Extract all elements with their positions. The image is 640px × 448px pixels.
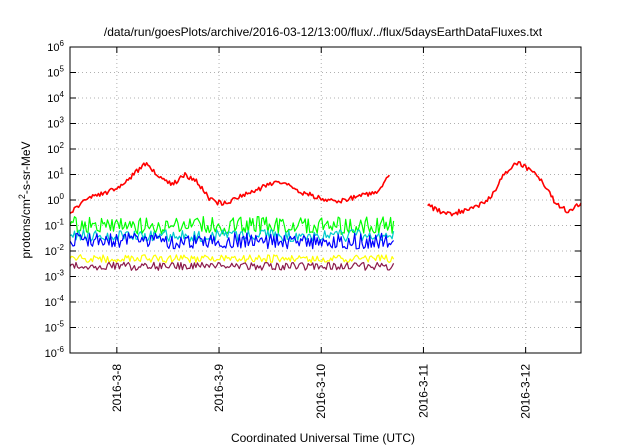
- y-tick-label-base: 10: [47, 42, 59, 54]
- y-tick-label-base: 10: [45, 348, 57, 360]
- x-tick-label: 2016-3-11: [416, 364, 430, 418]
- y-tick-label-exp: 1: [60, 167, 65, 176]
- y-tick-label-base: 10: [45, 297, 57, 309]
- y-tick-label: 100: [47, 192, 64, 207]
- y-tick-labels: 10-610-510-410-310-210-11001011021031041…: [45, 39, 65, 360]
- y-tick-label: 10-4: [45, 294, 65, 309]
- x-tick-label: 2016-3-12: [519, 364, 533, 419]
- x-tick-label: 2016-3-8: [110, 364, 124, 412]
- x-tick-label: 2016-3-9: [212, 364, 226, 412]
- y-tick-label-base: 10: [47, 144, 59, 156]
- y-tick-label-exp: -4: [57, 294, 65, 303]
- series-lines: [69, 161, 582, 270]
- y-tick-label: 10-6: [45, 345, 65, 360]
- y-tick-label-exp: 0: [60, 192, 65, 201]
- y-tick-label: 102: [47, 141, 64, 156]
- y-tick-label-base: 10: [47, 119, 59, 131]
- y-tick-label-exp: 2: [60, 141, 65, 150]
- y-tick-label-base: 10: [45, 246, 57, 258]
- y-tick-label-exp: -2: [57, 243, 65, 252]
- y-tick-label: 106: [47, 39, 64, 54]
- series-line: [69, 161, 582, 217]
- y-tick-label-exp: 3: [60, 116, 65, 125]
- x-tick-labels: 2016-3-8 2016-3-9 2016-3-10 2016-3-11 2016-3…: [110, 364, 533, 419]
- axis-ticks: [70, 46, 581, 354]
- y-tick-label-exp: -1: [57, 218, 65, 227]
- x-tick-label: 2016-3-10: [314, 364, 328, 419]
- y-tick-label-exp: 5: [60, 65, 65, 74]
- y-tick-label: 10-5: [45, 320, 65, 335]
- y-axis-label: protons/cm2-s-sr-MeV: [17, 141, 33, 258]
- y-tick-label: 104: [47, 90, 64, 105]
- y-axis-label-sup: 2: [17, 194, 27, 199]
- y-tick-label: 101: [47, 167, 64, 182]
- y-tick-label-base: 10: [45, 272, 57, 284]
- y-tick-label-base: 10: [47, 170, 59, 182]
- series-line: [70, 255, 581, 263]
- y-tick-label-base: 10: [45, 323, 57, 335]
- y-tick-label-exp: -6: [57, 345, 65, 354]
- series-line: [70, 262, 581, 270]
- y-tick-label: 103: [47, 116, 64, 131]
- y-tick-label: 105: [47, 65, 64, 80]
- y-tick-label-exp: -3: [57, 269, 65, 278]
- y-tick-label: 10-1: [45, 218, 65, 233]
- y-axis-label-base: protons/cm: [19, 199, 33, 258]
- y-tick-label: 10-3: [45, 269, 65, 284]
- y-axis-label-tail: -s-sr-MeV: [19, 141, 33, 194]
- y-tick-label-exp: 4: [60, 90, 65, 99]
- chart-title: /data/run/goesPlots/archive/2016-03-12/1…: [104, 25, 543, 39]
- y-tick-label-base: 10: [47, 195, 59, 207]
- y-tick-label: 10-2: [45, 243, 65, 258]
- x-axis-label: Coordinated Universal Time (UTC): [231, 431, 415, 445]
- y-tick-label-exp: -5: [57, 320, 65, 329]
- y-tick-label-base: 10: [47, 68, 59, 80]
- y-tick-label-base: 10: [47, 93, 59, 105]
- y-tick-label-base: 10: [45, 221, 57, 233]
- y-tick-label-exp: 6: [60, 39, 65, 48]
